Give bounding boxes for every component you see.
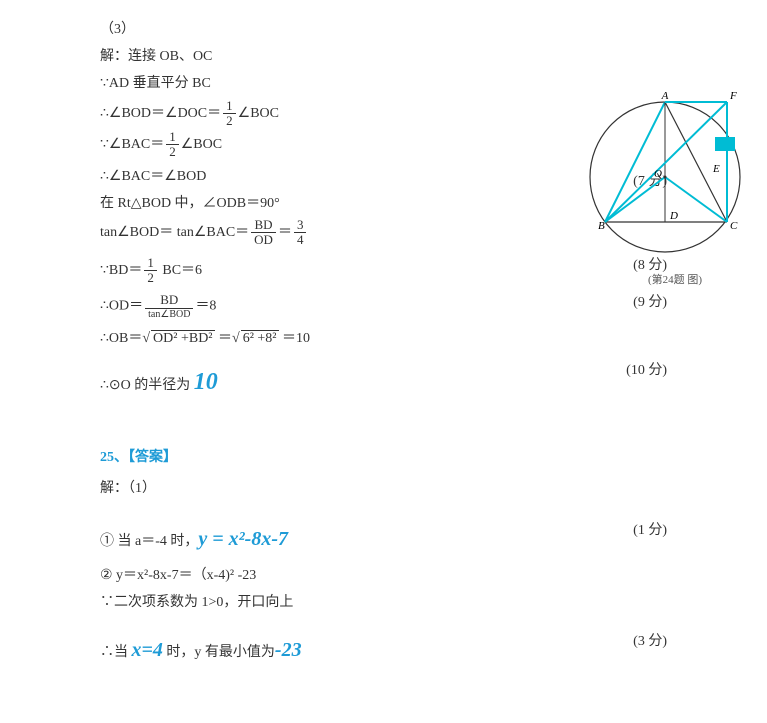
line-1: 解：连接 OB、OC <box>100 44 667 69</box>
line-6: 在 Rt△BOD 中，∠ODB＝90° <box>100 191 607 216</box>
row-11: ∴⊙O 的半径为 10 (10 分) <box>100 359 667 406</box>
l9-pre: ∴OD＝ <box>100 299 143 314</box>
figure-24: A F B C D O E (第24题 图) <box>580 87 767 287</box>
score-1: (1 分) <box>607 519 667 539</box>
l7-pre: tan∠BOD＝ tan∠BAC＝ <box>100 225 249 240</box>
q25-row5: ∴当 x=4 时，y 有最小值为-23 (3 分) <box>100 630 667 670</box>
line-10: ∴OB＝√OD² +BD² ＝√6² +8² ＝10 <box>100 326 667 351</box>
l8-post: BC＝6 <box>159 263 202 278</box>
frac: 34 <box>294 218 307 248</box>
q25-heading: 25、【答案】 <box>100 446 667 466</box>
frac: BDtan∠BOD <box>145 293 193 319</box>
frac: 12 <box>223 99 236 129</box>
q25-l2-pre: ① 当 a＝-4 时， <box>100 534 198 549</box>
figure-caption: (第24题 图) <box>580 271 767 287</box>
q25-eq1: y = x²-8x-7 <box>198 528 288 550</box>
q25-l5-mid: 时，y 有最小值为 <box>163 645 275 660</box>
svg-text:D: D <box>669 210 678 222</box>
q25-l5: ∴当 x=4 时，y 有最小值为-23 <box>100 632 607 668</box>
frac: 12 <box>144 256 157 286</box>
q25-l1: 解：（1） <box>100 476 667 501</box>
score-10: (10 分) <box>607 359 667 379</box>
svg-text:B: B <box>598 220 605 232</box>
row-9: ∴OD＝BDtan∠BOD＝8 (9 分) <box>100 291 667 321</box>
line-9: ∴OD＝BDtan∠BOD＝8 <box>100 293 607 319</box>
l4-post: ∠BOC <box>181 137 222 152</box>
l10-pre: ∴OB＝ <box>100 331 142 346</box>
line-11: ∴⊙O 的半径为 10 <box>100 361 607 404</box>
l11-pre: ∴⊙O 的半径为 <box>100 378 194 393</box>
line-8: ∵BD＝12 BC＝6 <box>100 256 607 286</box>
svg-text:F: F <box>729 90 737 102</box>
q25-l4: ∵二次项系数为 1>0，开口向上 <box>100 590 667 615</box>
q25-l2: ① 当 a＝-4 时，y = x²-8x-7 <box>100 521 607 557</box>
svg-text:E: E <box>712 163 720 175</box>
l4-pre: ∵∠BAC＝ <box>100 137 164 152</box>
score-3: (3 分) <box>607 630 667 650</box>
circle-diagram: A F B C D O E <box>580 87 760 262</box>
svg-text:C: C <box>730 220 738 232</box>
svg-text:O: O <box>654 168 662 180</box>
q25-l5-pre: ∴当 <box>100 645 132 660</box>
radius-value: 10 <box>194 369 218 395</box>
l3-post: ∠BOC <box>238 106 279 121</box>
q25-l3: ② y＝x²-8x-7＝（x-4)² -23 <box>100 563 667 588</box>
svg-text:A: A <box>661 90 669 102</box>
score-9: (9 分) <box>607 291 667 311</box>
q25-row1: ① 当 a＝-4 时，y = x²-8x-7 (1 分) <box>100 519 667 559</box>
l8-pre: ∵BD＝ <box>100 263 142 278</box>
line-7: tan∠BOD＝ tan∠BAC＝BDOD＝34 <box>100 218 607 248</box>
part3-label: （3） <box>100 17 667 42</box>
q25-min: -23 <box>275 639 302 661</box>
page-content: A F B C D O E (第24题 图) （3） 解：连接 OB、OC ∵A… <box>100 17 667 670</box>
line-5: ∴∠BAC＝∠BOD <box>100 164 607 189</box>
l3-pre: ∴∠BOD＝∠DOC＝ <box>100 106 221 121</box>
q25-x4: x=4 <box>132 639 163 661</box>
frac: 12 <box>166 130 179 160</box>
l9-post: ＝8 <box>195 299 216 314</box>
frac: BDOD <box>251 218 276 248</box>
